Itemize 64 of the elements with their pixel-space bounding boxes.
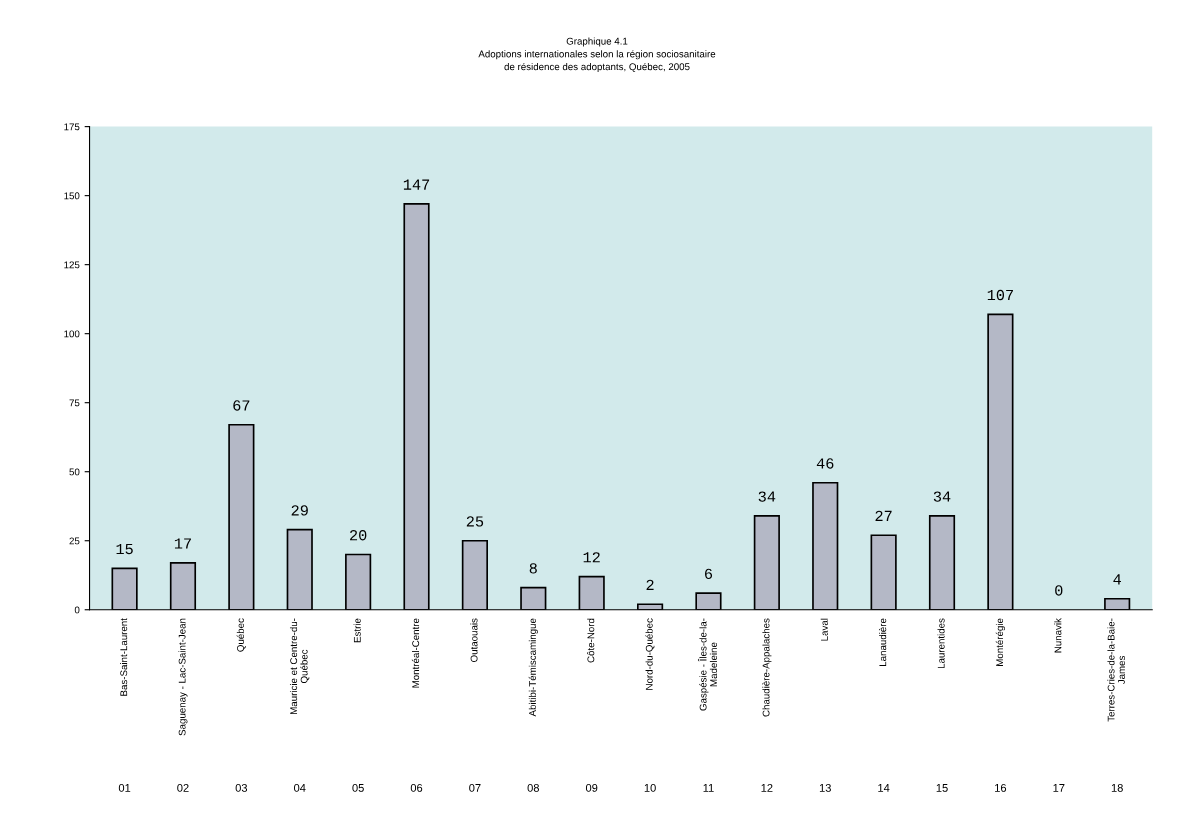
- text: 17: [1053, 784, 1065, 792]
- data-label: 27: [875, 510, 892, 521]
- data-label: 46: [816, 458, 834, 469]
- x-tick-label: Laval: [820, 618, 828, 641]
- data-label: 25: [466, 516, 484, 527]
- x-tick-label: Nunavik: [1054, 618, 1062, 653]
- x-tick-label: Terres-Cries-de-la-Baie- James: [1107, 618, 1126, 722]
- x-tick-label: Abitibi-Témiscamingue: [528, 618, 538, 717]
- data-label: 34: [758, 491, 776, 502]
- y-tick-label: 175: [64, 123, 80, 131]
- data-label: 34: [933, 491, 951, 502]
- data-label: 8: [529, 563, 537, 574]
- data-label: 29: [291, 505, 308, 516]
- x-tick-label: Côte-Nord: [587, 618, 595, 663]
- data-label: 0: [1055, 585, 1063, 596]
- chart-title: Graphique 4.1: [566, 37, 628, 47]
- x-tick-label: Montérégie: [995, 618, 1005, 666]
- data-label: 2: [646, 579, 654, 590]
- y-tick-label: 50: [69, 468, 80, 476]
- x-tick-label: Mauricie et Centre-du- Québec: [289, 618, 310, 714]
- x-tick-label: Nord-du-Québec: [645, 618, 655, 690]
- text: 12: [761, 783, 773, 792]
- y-tick-label: 125: [64, 261, 80, 269]
- text: 01: [118, 783, 131, 792]
- data-label: 6: [705, 568, 713, 580]
- text: 08: [527, 783, 539, 792]
- text: 16: [995, 783, 1007, 792]
- x-tick-label: Laurentides: [937, 618, 945, 669]
- text: 09: [585, 783, 598, 792]
- y-tick-label: 100: [64, 330, 80, 338]
- text: 05: [352, 783, 364, 792]
- data-label: 20: [350, 530, 367, 541]
- text: 03: [235, 783, 248, 792]
- text: 15: [936, 784, 948, 792]
- text: 14: [878, 784, 890, 792]
- data-label: 4: [1113, 574, 1121, 585]
- data-label: 67: [233, 400, 250, 411]
- text: 10: [644, 783, 656, 792]
- data-label: 147: [403, 179, 430, 190]
- data-label: 17: [174, 538, 191, 549]
- y-tick-label: 0: [74, 606, 80, 614]
- y-tick-label: 150: [64, 192, 80, 200]
- text: 07: [469, 783, 481, 792]
- text: 11: [703, 784, 714, 792]
- x-tick-label: Québec: [236, 618, 246, 652]
- data-label: 107: [987, 289, 1013, 301]
- x-tick-label: Montréal-Centre: [411, 618, 420, 688]
- x-tick-label: Outaouais: [470, 618, 478, 662]
- text: 13: [819, 783, 831, 792]
- x-tick-label: Chaudière-Appalaches: [762, 618, 772, 717]
- chart-subtitle: Adoptions internationales selon la région sociosanitaire de résidence des adoptants, Québec, 2005: [478, 50, 716, 73]
- data-label: 12: [583, 552, 600, 563]
- x-tick-label: Saguenay - Lac-Saint-Jean: [178, 618, 188, 736]
- x-tick-label: Estrie: [353, 618, 361, 643]
- x-tick-label: Lanaudière: [878, 618, 887, 666]
- x-tick-label: Gaspésie - Îles-de-la- Madeleine: [697, 618, 718, 711]
- data-label: 15: [116, 544, 133, 555]
- text: 04: [294, 783, 306, 792]
- text: 02: [177, 783, 189, 792]
- y-tick-label: 25: [69, 537, 80, 545]
- x-tick-label: Bas-Saint-Laurent: [120, 618, 128, 696]
- text: 18: [1111, 783, 1123, 792]
- y-tick-label: 75: [69, 399, 80, 407]
- text: 06: [410, 783, 423, 792]
